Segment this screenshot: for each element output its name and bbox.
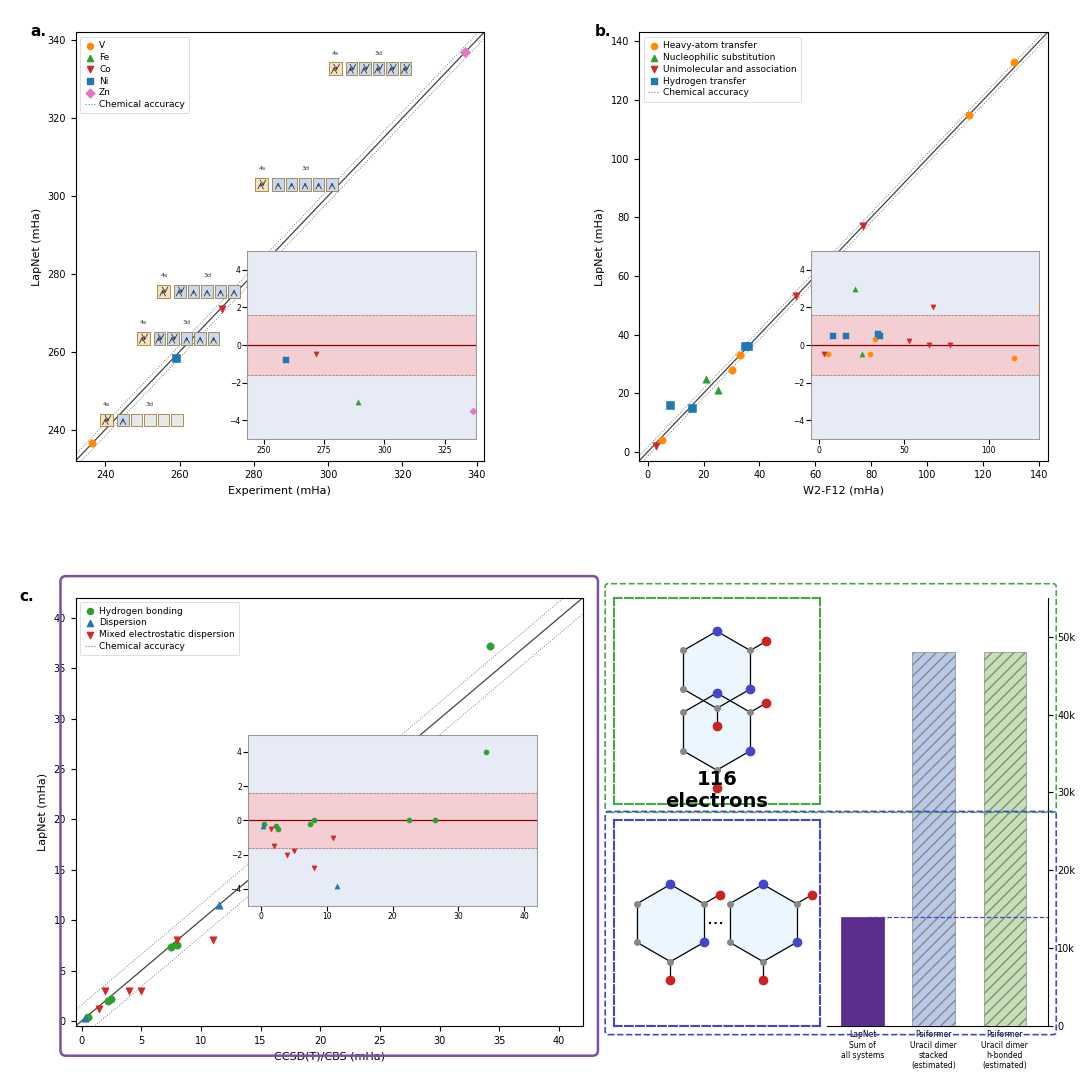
- Text: 3d: 3d: [183, 321, 191, 325]
- Point: [698, 370, 715, 388]
- Y-axis label: LapNet (mHa): LapNet (mHa): [31, 207, 42, 285]
- Point: [204, 932, 221, 949]
- Text: 4s: 4s: [160, 273, 167, 279]
- FancyBboxPatch shape: [201, 285, 213, 298]
- Point: [723, 361, 740, 378]
- Bar: [984, 652, 1026, 1026]
- Point: [684, 400, 701, 417]
- Point: [661, 396, 678, 414]
- FancyBboxPatch shape: [171, 414, 183, 427]
- Legend: Heavy-atom transfer, Nucleophilic substitution, Unimolecular and association, Hy: Heavy-atom transfer, Nucleophilic substi…: [644, 37, 800, 102]
- Point: [826, 249, 843, 267]
- FancyBboxPatch shape: [346, 63, 357, 76]
- Text: 4s: 4s: [103, 402, 110, 407]
- Text: 4s: 4s: [258, 166, 266, 171]
- Point: [708, 381, 726, 399]
- Point: [1005, 53, 1023, 70]
- Point: [168, 932, 186, 949]
- FancyBboxPatch shape: [373, 63, 384, 76]
- Text: 116
electrons: 116 electrons: [665, 770, 768, 811]
- Bar: [841, 917, 883, 1026]
- Point: [167, 349, 185, 366]
- FancyBboxPatch shape: [145, 414, 156, 427]
- Text: a.: a.: [30, 24, 46, 39]
- Text: b.: b.: [594, 24, 611, 39]
- FancyBboxPatch shape: [167, 333, 179, 345]
- FancyBboxPatch shape: [175, 285, 186, 298]
- Point: [389, 745, 406, 762]
- Point: [97, 982, 114, 999]
- FancyBboxPatch shape: [208, 333, 219, 345]
- FancyBboxPatch shape: [137, 333, 150, 345]
- FancyBboxPatch shape: [326, 178, 338, 191]
- FancyBboxPatch shape: [154, 333, 165, 345]
- Point: [211, 896, 228, 914]
- Point: [79, 1009, 96, 1026]
- Legend: V, Fe, Co, Ni, Zn, Chemical accuracy: V, Fe, Co, Ni, Zn, Chemical accuracy: [80, 37, 189, 113]
- Point: [77, 1010, 94, 1027]
- X-axis label: Experiment (mHa): Experiment (mHa): [228, 486, 332, 496]
- Point: [91, 1000, 108, 1017]
- Point: [457, 43, 474, 60]
- Text: 3d: 3d: [203, 273, 211, 279]
- FancyBboxPatch shape: [387, 63, 397, 76]
- FancyBboxPatch shape: [228, 285, 240, 298]
- Text: 4s: 4s: [332, 51, 339, 55]
- Y-axis label: LapNet (mHa): LapNet (mHa): [38, 773, 48, 851]
- FancyBboxPatch shape: [313, 178, 324, 191]
- FancyBboxPatch shape: [100, 414, 113, 427]
- Point: [737, 338, 754, 355]
- FancyBboxPatch shape: [286, 178, 297, 191]
- FancyBboxPatch shape: [158, 285, 171, 298]
- Y-axis label: LapNet (mHa): LapNet (mHa): [595, 207, 606, 285]
- Polygon shape: [684, 693, 751, 770]
- Point: [481, 637, 498, 654]
- Point: [854, 217, 872, 234]
- FancyBboxPatch shape: [188, 285, 200, 298]
- FancyBboxPatch shape: [400, 63, 411, 76]
- X-axis label: CCSD(T)/CBS (mHa): CCSD(T)/CBS (mHa): [273, 1051, 384, 1062]
- FancyBboxPatch shape: [328, 63, 342, 76]
- FancyBboxPatch shape: [118, 414, 129, 427]
- Point: [960, 106, 977, 123]
- Point: [99, 993, 117, 1010]
- Polygon shape: [730, 885, 797, 961]
- FancyBboxPatch shape: [360, 63, 370, 76]
- Text: 3d: 3d: [301, 166, 309, 171]
- FancyBboxPatch shape: [255, 178, 268, 191]
- FancyBboxPatch shape: [215, 285, 227, 298]
- Text: 4s: 4s: [139, 321, 147, 325]
- Point: [103, 990, 120, 1008]
- FancyBboxPatch shape: [158, 414, 170, 427]
- Point: [121, 982, 138, 999]
- Point: [168, 936, 186, 954]
- Text: 3d: 3d: [146, 402, 154, 407]
- Legend: Hydrogen bonding, Dispersion, Mixed electrostatic dispersion, Chemical accuracy: Hydrogen bonding, Dispersion, Mixed elec…: [80, 603, 240, 656]
- X-axis label: W2-F12 (mHa): W2-F12 (mHa): [802, 486, 883, 496]
- Point: [740, 338, 757, 355]
- Point: [279, 249, 296, 267]
- Bar: [913, 652, 955, 1026]
- Polygon shape: [637, 885, 704, 961]
- Point: [787, 287, 805, 305]
- FancyBboxPatch shape: [181, 333, 192, 345]
- Polygon shape: [684, 631, 751, 708]
- FancyBboxPatch shape: [272, 178, 284, 191]
- Text: 3d: 3d: [375, 51, 382, 55]
- Text: c.: c.: [19, 590, 35, 604]
- FancyBboxPatch shape: [194, 333, 206, 345]
- Point: [821, 253, 838, 270]
- Point: [341, 785, 359, 802]
- Point: [162, 939, 179, 956]
- Point: [731, 347, 748, 364]
- FancyBboxPatch shape: [299, 178, 311, 191]
- Point: [653, 432, 671, 449]
- Point: [647, 437, 664, 455]
- FancyBboxPatch shape: [131, 414, 143, 427]
- Point: [214, 300, 231, 318]
- Point: [83, 434, 100, 451]
- Point: [133, 982, 150, 999]
